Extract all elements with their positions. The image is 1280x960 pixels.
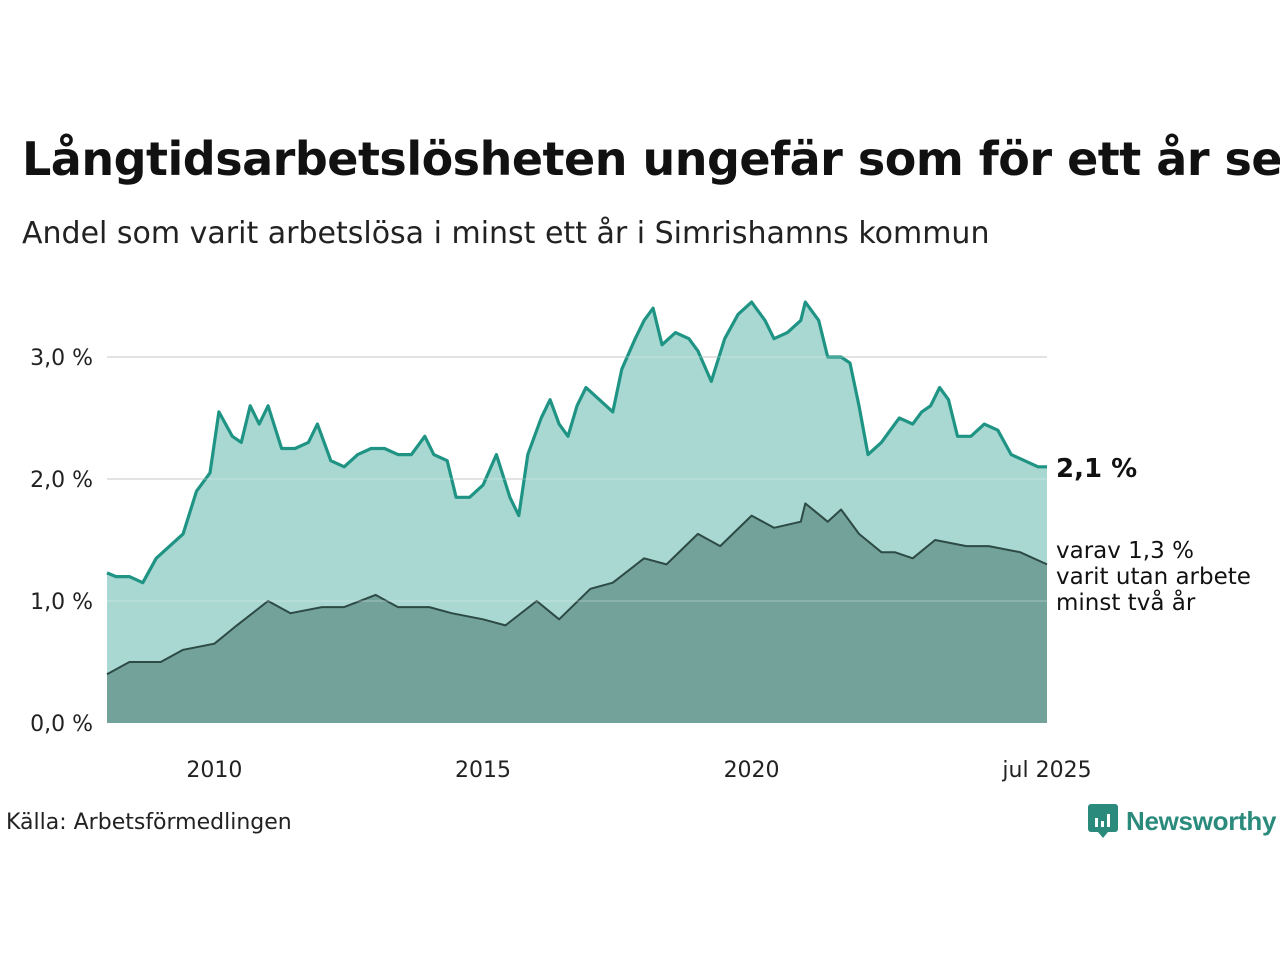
y-tick-label: 2,0 % — [30, 468, 93, 493]
series-area-two_years — [107, 503, 1047, 723]
y-tick-label: 3,0 % — [30, 346, 93, 371]
area-chart: 0,0 % 1,0 % 2,0 % 3,0 % 2010 2015 2020 jul 2025… — [30, 300, 1251, 783]
newsworthy-logo: Newsworthy — [1088, 804, 1276, 838]
source-note: Källa: Arbetsförmedlingen — [6, 810, 292, 835]
y-tick-label: 1,0 % — [30, 590, 93, 615]
logo-text: Newsworthy — [1126, 805, 1277, 836]
x-tick-label: jul 2025 — [1001, 758, 1091, 783]
total-end-label: 2,1 % — [1056, 454, 1137, 484]
two-years-end-label: varav 1,3 % — [1056, 538, 1194, 564]
two-years-end-label: minst två år — [1056, 588, 1196, 616]
x-tick-label: 2020 — [724, 758, 780, 783]
y-tick-label: 0,0 % — [30, 712, 93, 737]
two-years-end-label: varit utan arbete — [1056, 564, 1251, 590]
x-tick-label: 2010 — [186, 758, 242, 783]
x-tick-label: 2015 — [455, 758, 511, 783]
series-line-two_years — [106, 502, 1048, 676]
chart-title: Långtidsarbetslösheten ungefär som för e… — [22, 132, 1280, 186]
newsworthy-logo-icon — [1088, 804, 1118, 838]
chart-subtitle: Andel som varit arbetslösa i minst ett å… — [22, 216, 990, 251]
series-line-total — [106, 300, 1047, 585]
